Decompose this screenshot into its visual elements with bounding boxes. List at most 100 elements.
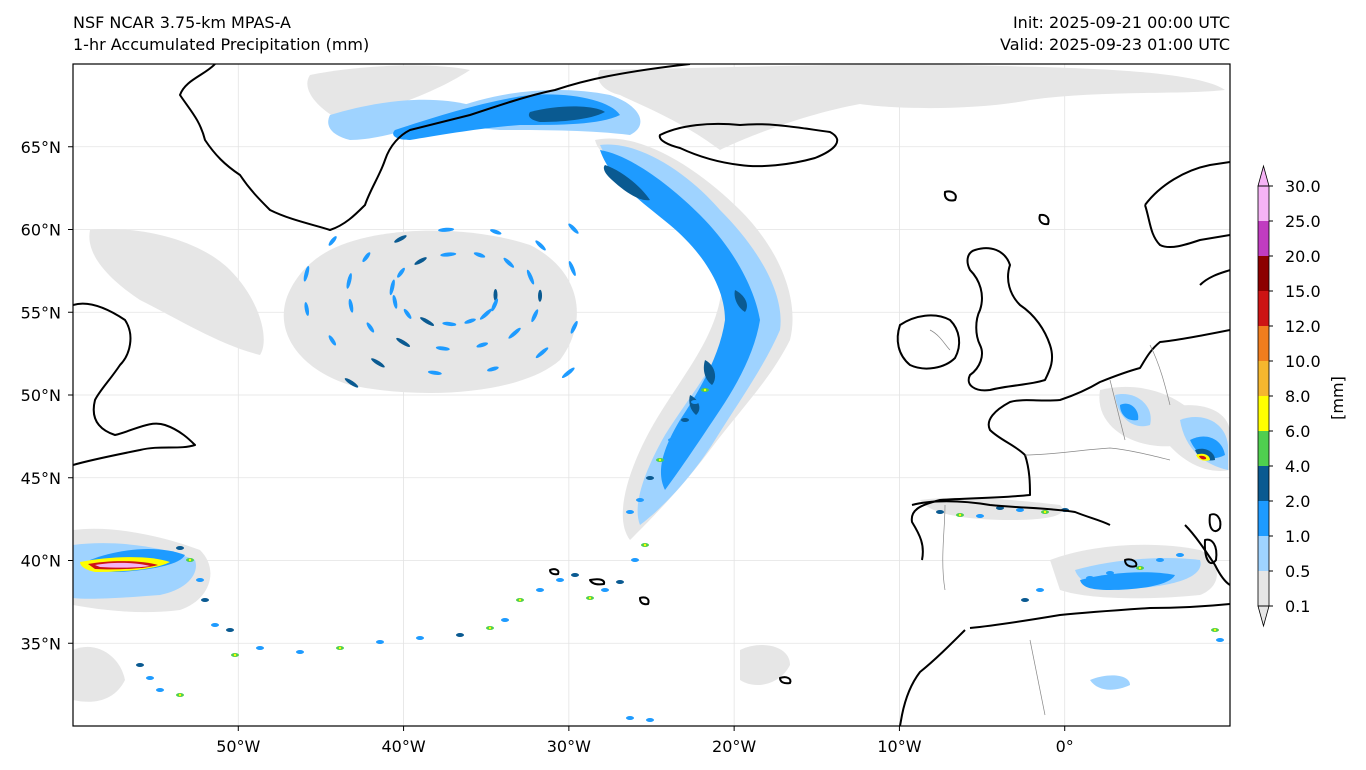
- country-borders: [929, 329, 1171, 716]
- colorbar-segment: [1258, 326, 1269, 361]
- storm-cell-core: [588, 596, 592, 600]
- colorbar-tick-label: 12.0: [1285, 317, 1321, 336]
- storm-cell: [503, 257, 515, 268]
- colorbar-tick-label: 4.0: [1285, 457, 1310, 476]
- storm-cell: [196, 578, 204, 582]
- storm-cell: [526, 269, 535, 285]
- colorbar-tick-label: 30.0: [1285, 177, 1321, 196]
- storm-cell: [631, 558, 639, 562]
- storm-cell: [438, 227, 455, 232]
- lat-axis: 35°N 40°N 45°N 50°N 55°N 60°N 65°N: [21, 138, 73, 653]
- model-title: NSF NCAR 3.75-km MPAS-A: [73, 13, 291, 32]
- colorbar-segment: [1258, 256, 1269, 291]
- storm-cell: [371, 358, 385, 368]
- storm-cell-core: [958, 513, 962, 517]
- storm-cell: [490, 229, 502, 235]
- colorbar: 0.1 0.5 1.0 2.0 4.0 6.0 8.0 10.0 12.0 15.0 20.0 25.…: [1257, 164, 1321, 628]
- colorbar-segment: [1258, 571, 1269, 606]
- storm-cell: [366, 322, 375, 333]
- storm-cell: [392, 294, 398, 309]
- storm-cell-core: [703, 388, 707, 392]
- storm-cell: [626, 716, 634, 720]
- storm-cell: [226, 628, 234, 632]
- storm-cell: [626, 510, 634, 514]
- storm-cell: [328, 236, 337, 246]
- colorbar-segment: [1258, 431, 1269, 466]
- storm-cell: [570, 320, 578, 334]
- colorbar-tick-label: 1.0: [1285, 527, 1310, 546]
- lon-tick-label: 30°W: [547, 737, 591, 756]
- storm-cell: [414, 257, 427, 265]
- storm-cell-core: [1138, 566, 1142, 570]
- storm-cell: [681, 418, 689, 422]
- field-title: 1-hr Accumulated Precipitation (mm): [73, 35, 370, 54]
- storm-cell: [668, 438, 676, 442]
- lon-tick-label: 0°: [1056, 737, 1074, 756]
- storm-cell: [362, 252, 371, 263]
- lat-tick-label: 65°N: [21, 138, 61, 157]
- storm-cell-core: [518, 598, 522, 602]
- storm-cell: [487, 366, 499, 372]
- storm-cell: [636, 498, 644, 502]
- storm-cell: [646, 476, 654, 480]
- lon-tick-label: 10°W: [877, 737, 921, 756]
- storm-cell: [476, 342, 488, 348]
- storm-cell-core: [188, 558, 192, 562]
- map-content: [73, 64, 1230, 726]
- lon-tick-label: 20°W: [712, 737, 756, 756]
- storm-cell: [464, 318, 476, 324]
- colorbar-segment: [1258, 536, 1269, 571]
- storm-cell: [176, 546, 184, 550]
- lat-tick-label: 35°N: [21, 634, 61, 653]
- storm-cell: [396, 337, 411, 347]
- lon-tick-label: 40°W: [381, 737, 425, 756]
- storm-cell: [535, 347, 549, 359]
- storm-cell-core: [1043, 510, 1047, 514]
- title-block-right: Init: 2025-09-21 00:00 UTC Valid: 2025-0…: [1000, 12, 1230, 56]
- storm-cell: [1036, 588, 1044, 592]
- storm-cell: [304, 302, 310, 316]
- colorbar-extend-high: [1257, 164, 1270, 187]
- storm-cell: [156, 688, 164, 692]
- storm-cell: [976, 514, 984, 518]
- lat-tick-label: 40°N: [21, 552, 61, 571]
- storm-cell: [416, 636, 424, 640]
- storm-cell-core: [178, 693, 182, 697]
- storm-cells: [136, 223, 1224, 722]
- colorbar-tick-label: 2.0: [1285, 492, 1310, 511]
- colorbar-tick-label: 25.0: [1285, 212, 1321, 231]
- lat-tick-label: 55°N: [21, 303, 61, 322]
- precip-intense: [80, 453, 1210, 572]
- colorbar-segment: [1258, 466, 1269, 501]
- storm-cell: [328, 335, 337, 346]
- storm-cell: [493, 289, 498, 301]
- storm-cell: [348, 298, 354, 313]
- storm-cell: [303, 265, 310, 282]
- colorbar-tick-label: 6.0: [1285, 422, 1310, 441]
- storm-cell: [427, 370, 442, 376]
- storm-cell: [501, 618, 509, 622]
- colorbar-tick-label: 10.0: [1285, 352, 1321, 371]
- colorbar-segment: [1258, 361, 1269, 396]
- storm-cell: [536, 588, 544, 592]
- storm-cell: [136, 663, 144, 667]
- storm-cell: [531, 309, 539, 323]
- colorbar-segment: [1258, 186, 1269, 221]
- lat-tick-label: 60°N: [21, 221, 61, 240]
- storm-cell: [508, 327, 521, 339]
- storm-cell: [296, 650, 304, 654]
- storm-cell: [344, 378, 359, 388]
- colorbar-units: [mm]: [1328, 376, 1347, 420]
- gridlines: [73, 64, 1230, 726]
- storm-cell: [397, 267, 405, 278]
- storm-cell-core: [338, 646, 342, 650]
- lat-tick-label: 50°N: [21, 386, 61, 405]
- storm-cell-core: [488, 626, 492, 630]
- storm-cell: [201, 598, 209, 602]
- precip-dark-blue: [528, 106, 1215, 461]
- init-time: Init: 2025-09-21 00:00 UTC: [1012, 13, 1230, 32]
- storm-cell-core: [233, 653, 237, 657]
- colorbar-tick-label: 15.0: [1285, 282, 1321, 301]
- lon-axis: 50°W 40°W 30°W 20°W 10°W 0°: [216, 726, 1074, 756]
